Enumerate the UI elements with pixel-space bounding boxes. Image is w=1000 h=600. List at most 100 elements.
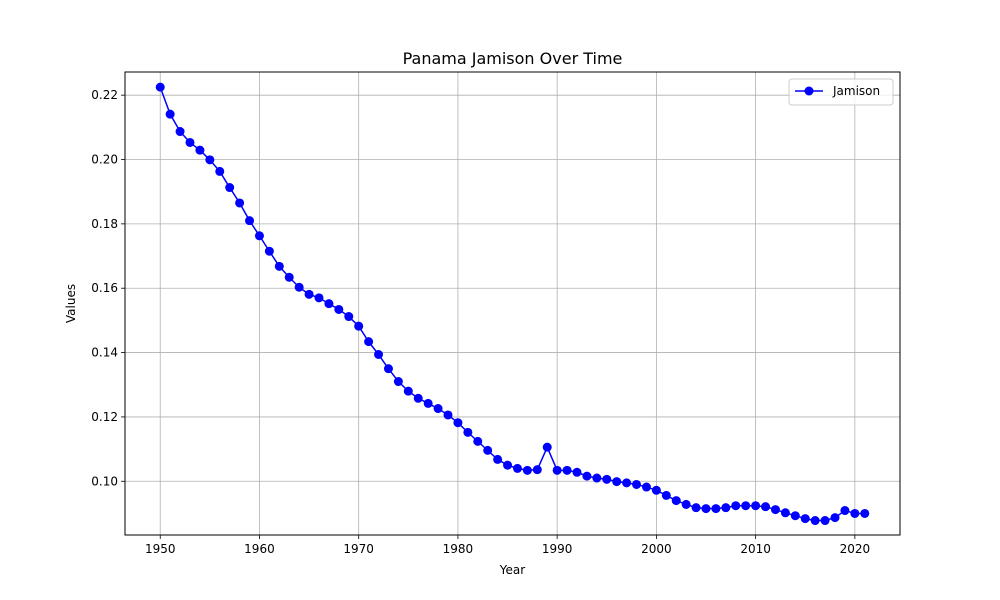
x-axis-ticks: 1950 1960 1970 1980 1990 2000 2010 2020 bbox=[145, 535, 870, 556]
data-point bbox=[800, 514, 810, 524]
data-point bbox=[274, 261, 284, 271]
data-point bbox=[761, 502, 771, 512]
data-point bbox=[512, 463, 522, 473]
plot-area-frame bbox=[124, 71, 901, 536]
data-point bbox=[641, 482, 651, 492]
x-tick-label: 1970 bbox=[343, 542, 374, 556]
data-point bbox=[661, 490, 671, 500]
data-point bbox=[522, 465, 532, 475]
data-point bbox=[622, 478, 632, 488]
legend-marker-sample bbox=[804, 86, 814, 96]
data-point bbox=[731, 501, 741, 511]
data-point bbox=[612, 477, 622, 487]
y-tick-label: 0.20 bbox=[91, 153, 118, 167]
series-layer bbox=[155, 82, 870, 526]
y-tick-label: 0.14 bbox=[91, 346, 118, 360]
data-point bbox=[493, 454, 503, 464]
chart-title: Panama Jamison Over Time bbox=[403, 49, 623, 68]
data-point bbox=[582, 471, 592, 481]
data-point bbox=[383, 364, 393, 374]
y-axis-ticks: 0.10 0.12 0.14 0.16 0.18 0.20 0.22 bbox=[91, 88, 125, 488]
data-point bbox=[235, 198, 245, 208]
data-point bbox=[741, 501, 751, 511]
x-tick-label: 1960 bbox=[244, 542, 275, 556]
y-tick-label: 0.18 bbox=[91, 217, 118, 231]
data-point bbox=[463, 427, 473, 437]
data-point bbox=[433, 404, 443, 414]
data-point bbox=[721, 503, 731, 513]
grid bbox=[125, 72, 900, 535]
data-point bbox=[552, 465, 562, 475]
data-point bbox=[770, 505, 780, 515]
data-point bbox=[185, 137, 195, 147]
data-point bbox=[443, 410, 453, 420]
data-point bbox=[245, 216, 255, 226]
data-point bbox=[681, 499, 691, 509]
data-point bbox=[562, 465, 572, 475]
data-point bbox=[711, 504, 721, 514]
data-point bbox=[850, 508, 860, 518]
data-point bbox=[294, 282, 304, 292]
data-point bbox=[840, 506, 850, 516]
x-tick-label: 2010 bbox=[740, 542, 771, 556]
data-point bbox=[542, 442, 552, 452]
data-point bbox=[423, 398, 433, 408]
x-tick-label: 1990 bbox=[542, 542, 573, 556]
data-point bbox=[403, 386, 413, 396]
data-point bbox=[314, 293, 324, 303]
data-point bbox=[393, 377, 403, 387]
data-point bbox=[354, 321, 364, 331]
x-axis-title: Year bbox=[499, 563, 525, 577]
data-point bbox=[632, 479, 642, 489]
data-point bbox=[304, 289, 314, 299]
data-point bbox=[651, 485, 661, 495]
legend-box bbox=[788, 78, 894, 106]
data-point bbox=[780, 508, 790, 518]
legend-label-jamison: Jamison bbox=[832, 84, 880, 98]
x-tick-label: 2000 bbox=[641, 542, 672, 556]
data-point bbox=[215, 166, 225, 176]
x-tick-label: 1980 bbox=[443, 542, 474, 556]
x-tick-label: 1950 bbox=[145, 542, 176, 556]
y-tick-label: 0.22 bbox=[91, 88, 118, 102]
data-point bbox=[830, 513, 840, 523]
data-point bbox=[532, 465, 542, 475]
data-point bbox=[860, 508, 870, 518]
data-point bbox=[473, 436, 483, 446]
data-point bbox=[225, 183, 235, 193]
y-tick-label: 0.16 bbox=[91, 281, 118, 295]
data-point bbox=[453, 418, 463, 428]
data-point bbox=[671, 496, 681, 506]
data-point bbox=[254, 231, 264, 241]
data-point bbox=[264, 246, 274, 256]
data-point bbox=[374, 349, 384, 359]
y-tick-label: 0.10 bbox=[91, 474, 118, 488]
data-point bbox=[284, 272, 294, 282]
data-point bbox=[483, 445, 493, 455]
data-point bbox=[334, 304, 344, 314]
data-point bbox=[165, 109, 175, 119]
data-point bbox=[205, 155, 215, 165]
data-point bbox=[602, 474, 612, 484]
legend: Jamison bbox=[788, 78, 894, 106]
data-point bbox=[195, 145, 205, 155]
data-point bbox=[364, 337, 374, 347]
data-point bbox=[503, 460, 513, 470]
data-point bbox=[572, 467, 582, 477]
data-point bbox=[790, 511, 800, 521]
data-point bbox=[324, 299, 334, 309]
data-point bbox=[155, 82, 165, 92]
data-point bbox=[810, 516, 820, 526]
data-point bbox=[344, 312, 354, 322]
y-axis-title: Values bbox=[64, 284, 78, 323]
data-point bbox=[820, 516, 830, 526]
data-point bbox=[751, 501, 761, 511]
data-point bbox=[701, 504, 711, 514]
data-point bbox=[413, 393, 423, 403]
x-tick-label: 2020 bbox=[840, 542, 871, 556]
data-point bbox=[592, 473, 602, 483]
data-point bbox=[175, 127, 185, 137]
y-tick-label: 0.12 bbox=[91, 410, 118, 424]
data-point bbox=[691, 503, 701, 513]
